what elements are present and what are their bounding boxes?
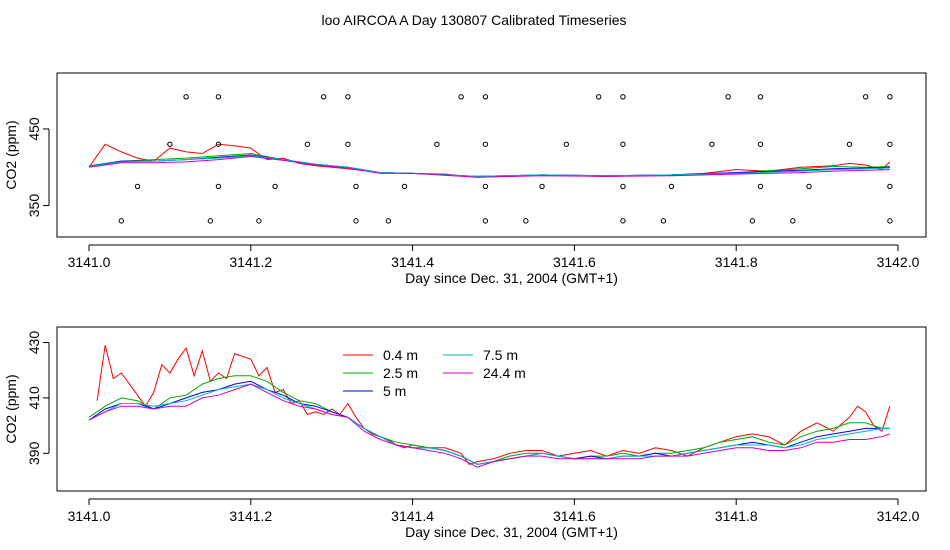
data-point-flag [887, 183, 893, 190]
y-tick-label: 410 [26, 386, 42, 410]
x-tick-label: 3141.6 [553, 508, 596, 524]
legend-label-7-5-m: 7.5 m [483, 347, 518, 363]
x-tick-label: 3141.8 [715, 508, 758, 524]
data-point-flag [118, 218, 125, 224]
top-panel: 3141.0 3141.2 3141.4 3141.6 3141.8 3142.0 Day … [3, 72, 927, 286]
plot-frame [56, 72, 927, 238]
data-point-flag [345, 94, 351, 100]
data-point-flag [757, 141, 764, 147]
data-point-flag [272, 183, 278, 190]
data-point-flag [887, 94, 893, 100]
data-point-flag [660, 218, 667, 224]
data-point-flag [620, 218, 626, 224]
legend-label-0-4-m: 0.4 m [383, 347, 418, 363]
data-point-flag [353, 218, 359, 224]
series-line-0-4-m [96, 345, 891, 465]
x-tick-label: 3141.4 [391, 254, 434, 270]
data-point-flag [595, 94, 602, 100]
plot-frame [56, 326, 927, 492]
x-tick-label: 3142.0 [877, 508, 920, 524]
data-point-flag [539, 183, 545, 190]
figure-title: loo AIRCOA A Day 130807 Calibrated Times… [321, 12, 626, 28]
data-point-flag [887, 218, 893, 224]
x-axis-label: Day since Dec. 31, 2004 (GMT+1) [405, 524, 618, 540]
x-axis-label: Day since Dec. 31, 2004 (GMT+1) [405, 270, 618, 286]
data-point-flag [846, 141, 853, 147]
data-point-flag [523, 218, 529, 224]
x-tick-label: 3141.8 [715, 254, 758, 270]
data-point-flag [725, 94, 731, 100]
data-point-flag [620, 94, 626, 100]
data-point-flag [434, 141, 440, 147]
data-point-flag [215, 94, 222, 100]
x-tick-label: 3141.0 [68, 508, 111, 524]
series-line-24-4-m [88, 383, 891, 468]
x-tick-label: 3141.4 [391, 508, 434, 524]
data-point-flag [757, 183, 764, 190]
data-point-flag [207, 218, 214, 224]
y-tick-label: 350 [26, 194, 42, 218]
data-point-flag [709, 141, 715, 147]
data-point-flag [458, 94, 464, 100]
data-point-flag [215, 183, 222, 190]
series-line-7-5-m [88, 383, 890, 465]
data-point-flag [749, 218, 756, 224]
data-point-flag [385, 218, 392, 224]
legend-label-24-4-m: 24.4 m [483, 365, 526, 381]
data-point-flag [482, 183, 489, 190]
data-point-flag [482, 218, 489, 224]
data-point-flag [256, 218, 262, 224]
data-point-flag [790, 218, 796, 224]
data-point-flag [482, 94, 489, 100]
data-point-flag [134, 183, 141, 190]
data-point-flag [345, 141, 351, 147]
y-tick-label: 390 [26, 441, 42, 465]
x-tick-label: 3141.2 [229, 254, 272, 270]
legend-label-5-m: 5 m [383, 383, 406, 399]
data-point-flag [401, 183, 408, 190]
data-point-flag [353, 183, 359, 190]
x-tick-label: 3141.0 [68, 254, 111, 270]
data-point-flag [167, 141, 173, 147]
legend-label-2-5-m: 2.5 m [383, 365, 418, 381]
data-point-flag [482, 141, 489, 147]
data-point-flag [862, 94, 869, 100]
data-point-flag [668, 183, 675, 190]
x-tick-label: 3141.2 [229, 508, 272, 524]
data-point-flag [887, 141, 893, 147]
y-tick-label: 450 [26, 117, 42, 141]
data-point-flag [304, 141, 311, 147]
series-line-2-5-m [88, 375, 890, 465]
data-point-flag [215, 141, 222, 147]
data-point-flag [620, 141, 626, 147]
y-axis-label: CO2 (ppm) [3, 120, 19, 189]
series-line-5-m [88, 380, 890, 465]
data-point-flag [757, 94, 764, 100]
data-point-flag [620, 183, 626, 190]
data-point-flag [183, 94, 189, 100]
data-point-flag [320, 94, 327, 100]
data-point-flag [563, 141, 570, 147]
y-axis-label: CO2 (ppm) [3, 374, 19, 443]
x-tick-label: 3141.6 [553, 254, 596, 270]
bottom-panel: 3141.0 3141.2 3141.4 3141.6 3141.8 3142.0 Day … [3, 326, 927, 540]
data-point-flag [806, 183, 812, 190]
series-line-24-4-m [88, 155, 890, 178]
y-tick-label: 430 [26, 331, 42, 355]
x-tick-label: 3142.0 [877, 254, 920, 270]
